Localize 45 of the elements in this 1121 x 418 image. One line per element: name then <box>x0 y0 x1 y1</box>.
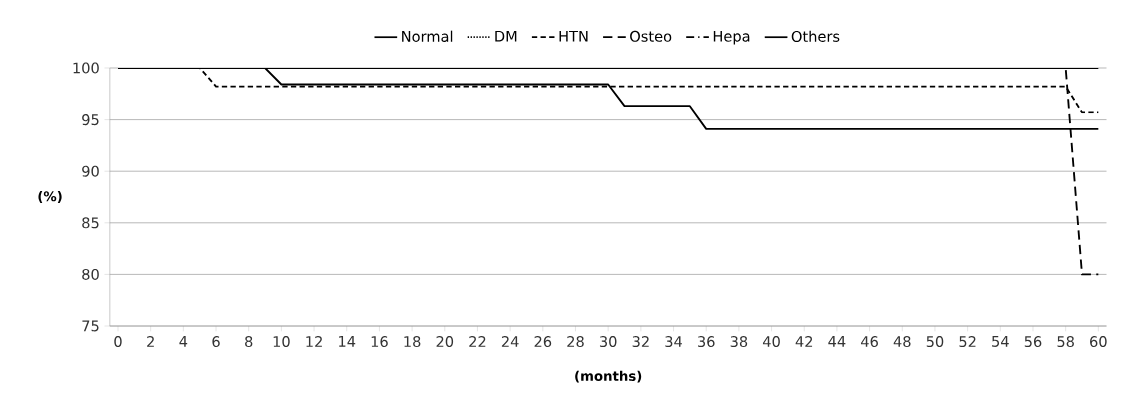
x-tick-label: 10 <box>273 336 290 348</box>
x-tick-label: 36 <box>698 336 715 348</box>
x-tick-label: 34 <box>665 336 682 348</box>
x-tick-label: 38 <box>730 336 748 348</box>
legend-label: Hepa <box>713 30 750 45</box>
x-tick-label: 22 <box>469 336 486 347</box>
x-tick-label: 40 <box>762 336 780 348</box>
x-axis-title: (months) <box>575 370 642 383</box>
x-tick-label: 30 <box>599 336 617 348</box>
y-tick-label: 95 <box>82 114 99 126</box>
x-tick-label: 14 <box>339 336 356 347</box>
legend-label: Normal <box>402 30 453 42</box>
legend-label: Osteo <box>630 30 672 42</box>
x-tick-label: 26 <box>534 336 552 348</box>
x-tick-label: 12 <box>306 336 322 347</box>
legend-label: Others <box>791 30 840 42</box>
x-tick-label: 46 <box>861 336 878 348</box>
x-tick-label: 54 <box>992 336 1009 347</box>
y-tick-label: 100 <box>73 62 99 74</box>
x-tick-label: 58 <box>1057 336 1074 348</box>
y-tick-label: 90 <box>82 165 99 177</box>
y-tick-label: 80 <box>82 268 99 280</box>
y-tick-label: 75 <box>82 320 99 332</box>
x-tick-label: 56 <box>1024 336 1042 348</box>
x-tick-label: 6 <box>212 336 220 348</box>
x-tick-label: 50 <box>926 336 944 348</box>
x-tick-label: 28 <box>567 336 584 348</box>
x-tick-label: 16 <box>371 336 388 348</box>
y-axis-title: (%) <box>38 191 62 203</box>
legend-label: HTN <box>559 30 588 42</box>
y-tick-label: 85 <box>82 217 99 229</box>
x-tick-label: 4 <box>179 336 188 347</box>
x-tick-label: 42 <box>795 336 813 347</box>
x-tick-label: 32 <box>632 336 649 348</box>
x-tick-label: 2 <box>147 336 154 347</box>
x-tick-label: 48 <box>893 336 911 348</box>
x-tick-label: 0 <box>114 336 122 348</box>
x-tick-label: 52 <box>959 336 976 348</box>
legend-label: DM <box>495 30 517 42</box>
x-tick-label: 8 <box>245 336 253 348</box>
x-tick-label: 44 <box>828 336 846 347</box>
x-tick-label: 60 <box>1090 336 1107 348</box>
x-tick-label: 24 <box>501 336 519 347</box>
x-tick-label: 18 <box>404 336 421 348</box>
x-tick-label: 20 <box>436 336 454 348</box>
